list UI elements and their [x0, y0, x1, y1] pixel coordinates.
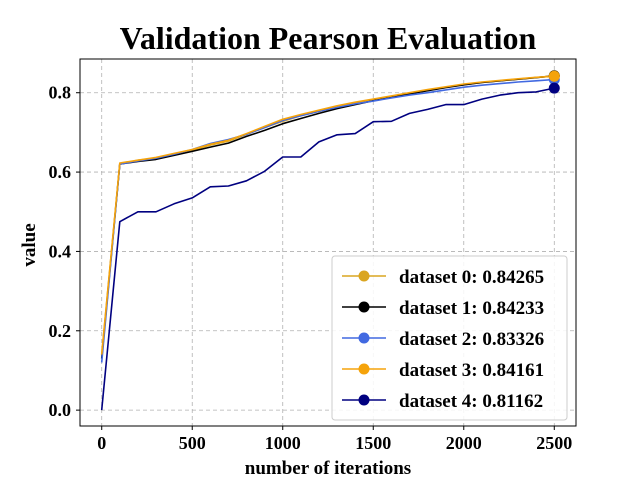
- y-tick-label: 0.0: [49, 400, 72, 420]
- legend-label-3: dataset 3: 0.84161: [399, 360, 544, 381]
- legend-label-2: dataset 2: 0.83326: [399, 329, 544, 350]
- x-tick-label: 0: [97, 433, 106, 453]
- plot-lines: [100, 75, 555, 411]
- x-axis-label: number of iterations: [245, 458, 411, 479]
- x-tick-label: 2000: [446, 433, 482, 453]
- plot-frame: [79, 58, 577, 427]
- x-tick-label: 1000: [265, 433, 301, 453]
- x-tick-label: 1500: [355, 433, 391, 453]
- series-line-4: [100, 87, 555, 411]
- series-line-3: [100, 75, 555, 355]
- y-tick-label: 0.4: [49, 241, 72, 261]
- y-tick-label: 0.6: [49, 162, 72, 182]
- y-tick-label: 0.2: [49, 321, 72, 341]
- legend-label-4: dataset 4: 0.81162: [399, 391, 543, 412]
- chart-title: Validation Pearson Evaluation: [120, 20, 537, 56]
- series-end-marker-4: [548, 82, 560, 94]
- axis-ticks: [76, 92, 555, 430]
- series-end-marker-3: [548, 70, 560, 82]
- legend-box: [331, 255, 568, 421]
- legend: dataset 0: 0.84265 dataset 1: 0.84233 data…: [331, 255, 568, 421]
- y-axis-label: value: [19, 223, 40, 266]
- legend-marker-3: [358, 363, 370, 375]
- tick-labels: 0 500 1000 1500 2000 2500 0.0 0.2 0.4 0.6 0.8: [49, 83, 573, 453]
- y-tick-label: 0.8: [49, 83, 72, 103]
- legend-label-1: dataset 1: 0.84233: [399, 298, 544, 319]
- legend-marker-1: [358, 301, 370, 313]
- legend-marker-0: [358, 270, 370, 282]
- legend-marker-2: [358, 332, 370, 344]
- x-tick-label: 500: [179, 433, 206, 453]
- end-markers: [548, 70, 560, 94]
- legend-marker-4: [358, 394, 370, 406]
- x-tick-label: 2500: [536, 433, 572, 453]
- legend-label-0: dataset 0: 0.84265: [399, 267, 544, 288]
